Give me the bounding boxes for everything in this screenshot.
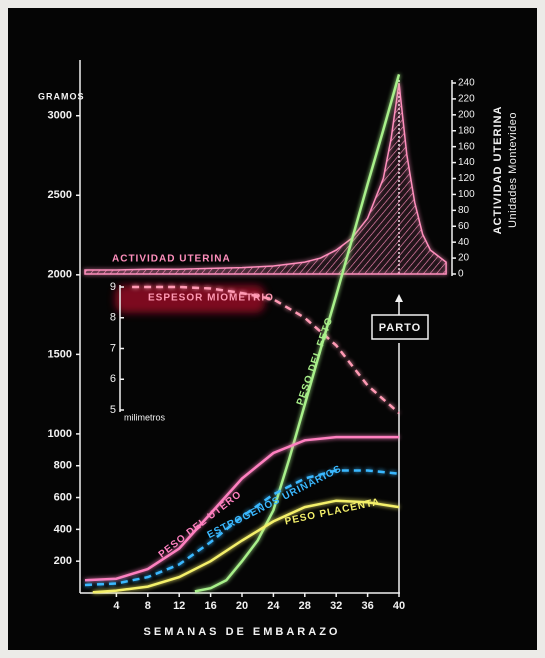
x-tick-label: 16 xyxy=(204,600,216,612)
y2-tick-label: 140 xyxy=(458,157,475,168)
x-tick-label: 8 xyxy=(145,600,151,612)
slide xyxy=(8,8,537,650)
y2-tick-label: 180 xyxy=(458,125,475,136)
y-tick-label: 3000 xyxy=(48,110,72,122)
y2-tick-label: 80 xyxy=(458,205,470,216)
y2-tick-label: 40 xyxy=(458,237,470,248)
x-tick-label: 12 xyxy=(173,600,185,612)
y2-tick-label: 240 xyxy=(458,78,475,89)
y2-tick-label: 60 xyxy=(458,221,470,232)
y-tick-label: 200 xyxy=(54,555,72,567)
x-tick-label: 28 xyxy=(299,600,311,612)
y2-tick-label: 220 xyxy=(458,94,475,105)
x-tick-label: 20 xyxy=(236,600,248,612)
x-axis-title: SEMANAS DE EMBARAZO xyxy=(144,626,341,638)
line xyxy=(132,285,400,415)
label-glow xyxy=(115,285,265,313)
y-tick-label: 2500 xyxy=(48,189,72,201)
y3-axis-title: milimetros xyxy=(124,412,166,422)
y2-tick-label: 160 xyxy=(458,141,475,152)
annotation: PARTO xyxy=(379,322,422,334)
x-tick-label: 24 xyxy=(267,600,280,612)
y-tick-label: 2000 xyxy=(48,269,72,281)
line xyxy=(84,469,400,587)
y2-tick-label: 100 xyxy=(458,189,475,200)
x-tick-label: 40 xyxy=(393,600,405,612)
y-tick-label: 1000 xyxy=(48,428,72,440)
y3-tick-label: 9 xyxy=(110,281,116,293)
y3-tick-label: 7 xyxy=(110,342,116,354)
series-label: ACTIVIDAD UTERINA xyxy=(112,254,231,265)
y3-tick-label: 6 xyxy=(110,373,116,385)
parto-arrowhead xyxy=(395,294,403,302)
y2-tick-label: 0 xyxy=(458,269,464,280)
x-tick-label: 4 xyxy=(113,600,120,612)
y-tick-label: 1500 xyxy=(48,348,72,360)
y-tick-label: 800 xyxy=(54,460,72,472)
y3-tick-label: 5 xyxy=(110,404,116,416)
parto-box xyxy=(371,314,429,340)
line xyxy=(92,499,400,594)
y3-tick-label: 8 xyxy=(110,312,116,324)
y-tick-label: 600 xyxy=(54,491,72,503)
y-tick-label: 400 xyxy=(54,523,72,535)
line xyxy=(84,435,399,582)
x-tick-label: 32 xyxy=(330,600,342,612)
line xyxy=(194,74,401,593)
y2-tick-label: 120 xyxy=(458,173,475,184)
y-axis-title: GRAMOS xyxy=(38,91,85,101)
y2-axis-subtitle: Unidades Montevideo xyxy=(507,112,519,228)
y2-tick-label: 200 xyxy=(458,109,475,120)
x-tick-label: 36 xyxy=(361,600,373,612)
y2-tick-label: 20 xyxy=(458,253,470,264)
y2-axis-title: ACTIVIDAD UTERINA xyxy=(492,106,504,235)
series-label: ESPESOR MIOMETRIO xyxy=(148,293,274,304)
